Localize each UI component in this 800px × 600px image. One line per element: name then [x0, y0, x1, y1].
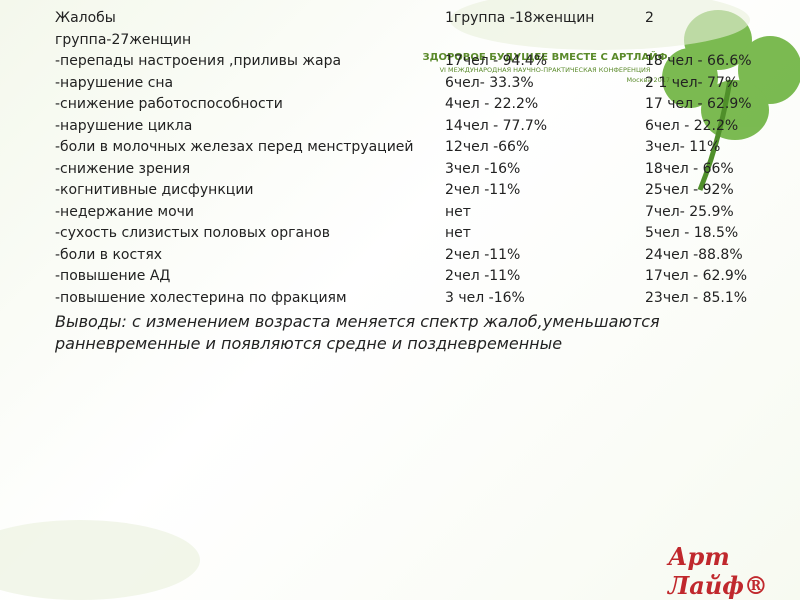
- complaint-row: -нарушение цикла 14чел - 77.7% 6чел - 22.2…: [55, 116, 785, 138]
- complaint: -боли в молочных железах перед менструац…: [55, 139, 414, 155]
- rows: -перепады настроения ,приливы жара 17чел …: [55, 51, 785, 309]
- group2-value: 24чел -88.8%: [645, 246, 743, 263]
- complaint: -нарушение сна: [55, 74, 174, 91]
- group1-value: 3 чел -16%: [445, 289, 525, 306]
- complaint-row: -боли в костях 2чел -11% 24чел -88.8%: [55, 245, 785, 267]
- brand: Арт Лайф®: [668, 542, 768, 600]
- group1-value: 2чел -11%: [445, 268, 521, 284]
- complaint-row: -снижение работоспособности 4чел - 22.2% 1…: [55, 94, 785, 116]
- complaint-row: -повышение холестерина по фракциям 3 чел …: [55, 288, 785, 310]
- group2-value: 25чел - 92%: [645, 182, 734, 198]
- conference: VI МЕЖДУНАРОДНАЯ НАУЧНО-ПРАКТИЧЕСКАЯ КОН…: [439, 66, 651, 74]
- header-title: Жалобы: [55, 10, 116, 26]
- header-group2: 2 группа-27женщин: [55, 10, 654, 48]
- complaint-row: -нарушение сна 6чел- 33.3% 2 1 чел- 77%: [55, 73, 785, 95]
- group2-value: 17чел - 62.9%: [645, 268, 748, 284]
- group1-value: 6чел- 33.3%: [445, 74, 534, 91]
- group1-value: нет: [445, 203, 471, 220]
- group2-value: 5чел - 18.5%: [645, 225, 739, 241]
- group1-value: 2чел -11%: [445, 246, 521, 263]
- conclusion: Выводы: с изменением возраста меняется с…: [55, 312, 660, 353]
- group2-value: 2 1 чел- 77%: [645, 74, 739, 91]
- group1-value: 2чел -11%: [445, 182, 521, 198]
- conference-logo: ЗДОРОВОЕ БУДУЩЕЕ ВМЕСТЕ С АРТЛАЙФ VI МЕЖ…: [420, 52, 670, 84]
- group2-value: 18чел - 66%: [645, 160, 734, 177]
- complaint: -недержание мочи: [55, 203, 195, 220]
- group2-value: 3чел- 11%: [645, 139, 721, 155]
- group1-value: нет: [445, 225, 471, 241]
- group1-value: 14чел - 77.7%: [445, 117, 548, 134]
- group2-value: 18 чел - 66.6%: [645, 53, 752, 69]
- header-group1: 1группа -18женщин: [445, 10, 595, 26]
- complaint: -нарушение цикла: [55, 117, 193, 134]
- complaint: -повышение АД: [55, 268, 171, 284]
- complaint-row: -когнитивные дисфункции 2чел -11% 25чел - …: [55, 180, 785, 202]
- complaint-row: -снижение зрения 3чел -16% 18чел - 66%: [55, 159, 785, 181]
- content: Жалобы 1группа -18женщин 2 группа-27женщин…: [55, 8, 785, 355]
- complaint: -перепады настроения ,приливы жара: [55, 53, 342, 69]
- complaint: -сухость слизистых половых органов: [55, 225, 330, 241]
- header-row: Жалобы 1группа -18женщин 2 группа-27женщин: [55, 8, 785, 51]
- complaint-row: -недержание мочи нет 7чел- 25.9%: [55, 202, 785, 224]
- complaint-row: -боли в молочных железах перед менструац…: [55, 137, 785, 159]
- place: Москва 2017: [626, 76, 670, 84]
- complaint: -повышение холестерина по фракциям: [55, 289, 347, 306]
- group2-value: 23чел - 85.1%: [645, 289, 748, 306]
- complaint-row: -перепады настроения ,приливы жара 17чел …: [55, 51, 785, 73]
- group2-value: 6чел - 22.2%: [645, 117, 739, 134]
- complaint-row: -повышение АД 2чел -11% 17чел - 62.9%: [55, 266, 785, 288]
- group1-value: 17чел - 94.4%: [445, 53, 548, 69]
- group1-value: 4чел - 22.2%: [445, 96, 539, 112]
- group1-value: 12чел -66%: [445, 139, 530, 155]
- complaint: -снижение зрения: [55, 160, 191, 177]
- complaint-row: -сухость слизистых половых органов нет 5че…: [55, 223, 785, 245]
- complaint: -снижение работоспособности: [55, 96, 283, 112]
- group2-value: 7чел- 25.9%: [645, 203, 734, 220]
- group1-value: 3чел -16%: [445, 160, 521, 177]
- complaint: -боли в костях: [55, 246, 163, 263]
- slogan: ЗДОРОВОЕ БУДУЩЕЕ ВМЕСТЕ С АРТЛАЙФ: [422, 52, 668, 63]
- group2-value: 17 чел - 62.9%: [645, 96, 752, 112]
- complaint: -когнитивные дисфункции: [55, 182, 254, 198]
